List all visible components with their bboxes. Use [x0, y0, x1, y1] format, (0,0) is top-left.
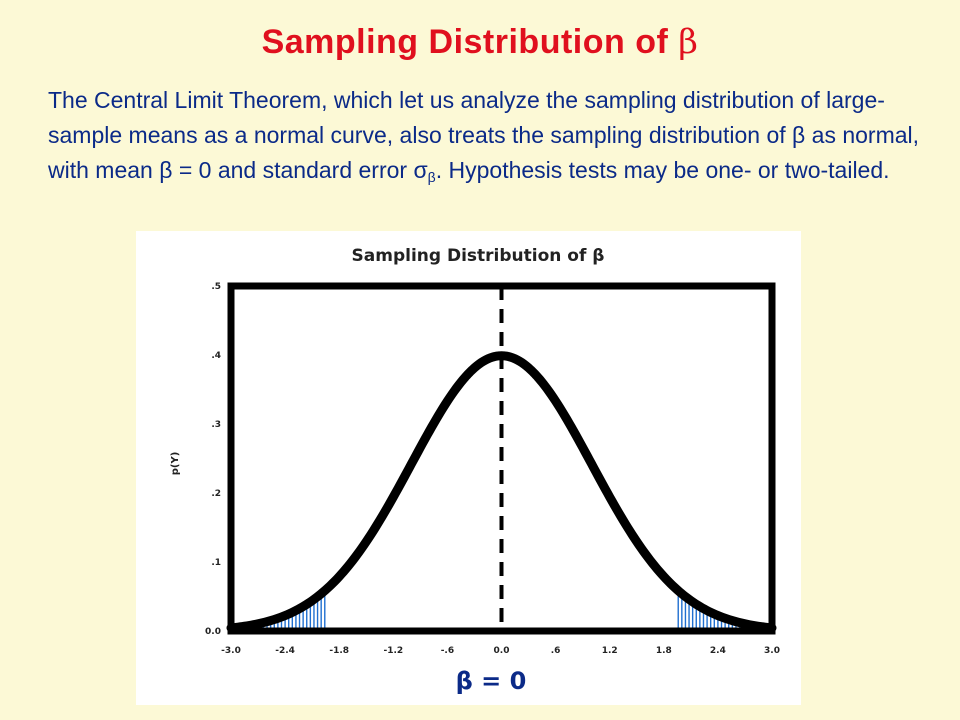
x-tick-label: 2.4	[710, 646, 726, 656]
y-tick-label: .4	[211, 351, 221, 361]
axes: -3.0 -2.4 -1.8 -1.2 -.6 0.0 .6 1.2 1.8 2.4 3.0 0.0.…	[205, 282, 780, 656]
paragraph-part-1: The Central Limit Theorem, which let us …	[48, 87, 885, 148]
chart-caption: β = 0	[456, 667, 527, 695]
slide-title: Sampling Distribution of β	[0, 22, 960, 62]
chart-title: Sampling Distribution of β	[352, 246, 605, 266]
beta-symbol: β	[159, 157, 173, 183]
x-tick-label: 1.2	[602, 646, 618, 656]
x-tick-label: 0.0	[494, 646, 510, 656]
slide-title-symbol: β	[678, 22, 699, 62]
paragraph-part-3: = 0 and standard error σ	[172, 157, 428, 183]
y-tick-label: .2	[211, 489, 221, 499]
beta-symbol: β	[792, 122, 806, 148]
y-tick-label: .5	[211, 282, 221, 292]
x-tick-label: .6	[551, 646, 561, 656]
y-axis-label: p(Y)	[170, 452, 181, 476]
x-tick-label: -1.8	[329, 646, 349, 656]
x-tick-label: 1.8	[656, 646, 672, 656]
x-tick-label: -3.0	[221, 646, 241, 656]
paragraph-part-2: as normal, with mean	[48, 122, 920, 183]
x-tick-label: 3.0	[764, 646, 780, 656]
body-paragraph: The Central Limit Theorem, which let us …	[48, 83, 928, 195]
y-tick-label: .3	[211, 420, 221, 430]
x-tick-label: -2.4	[275, 646, 295, 656]
y-tick-label: 0.0	[205, 627, 221, 637]
x-tick-label: -1.2	[383, 646, 403, 656]
chart-figure: Sampling Distribution of β -3.0 -2.4 -1.8-…	[136, 231, 801, 705]
paragraph-part-4: . Hypothesis tests may be one- or two-ta…	[435, 157, 890, 183]
chart-svg: Sampling Distribution of β -3.0 -2.4 -1.8-…	[170, 246, 780, 695]
x-tick-label: -.6	[441, 646, 454, 656]
slide-title-text: Sampling Distribution of	[261, 23, 679, 61]
sigma-subscript: β	[427, 169, 436, 185]
y-tick-label: .1	[211, 558, 221, 568]
